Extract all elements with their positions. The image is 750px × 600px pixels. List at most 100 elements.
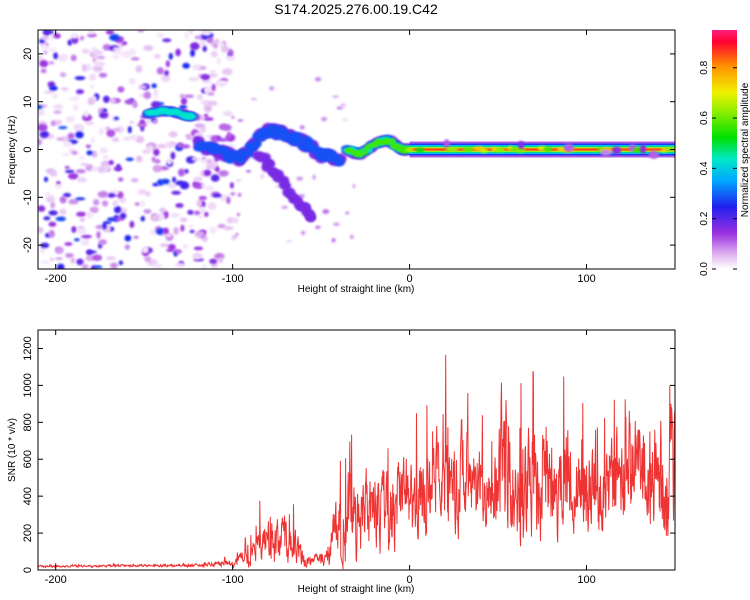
faint-noise-blob xyxy=(245,169,252,173)
noise-field-blob xyxy=(133,235,139,239)
noise-field-blob xyxy=(150,213,160,222)
colorbar-tick-label: 0.6 xyxy=(699,111,710,125)
noise-field-blob xyxy=(71,151,78,155)
noise-field-blob xyxy=(143,45,154,51)
spectrogram-y-tick-label: 10 xyxy=(22,96,34,108)
noise-field-blob xyxy=(98,72,108,78)
faint-noise-blob xyxy=(260,174,265,179)
noise-field-blob xyxy=(192,252,203,260)
snr-y-tick-label: 400 xyxy=(22,487,34,505)
noise-field-blob xyxy=(113,166,123,171)
noise-band-blob xyxy=(226,217,235,224)
noise-field-blob xyxy=(89,73,97,81)
noise-field-blob xyxy=(144,256,152,262)
noise-field-blob xyxy=(160,166,170,171)
main-tone-mark xyxy=(405,147,414,153)
noise-field-blob xyxy=(38,226,44,234)
noise-field-blob xyxy=(50,201,55,209)
noise-field-blob xyxy=(140,215,145,222)
main-tone-halo xyxy=(640,144,647,154)
snr-x-tick-label: 0 xyxy=(407,574,413,586)
main-tone-mark xyxy=(664,146,675,152)
noise-field-blob xyxy=(144,119,151,124)
noise-field-blob xyxy=(177,168,185,177)
noise-field-blob xyxy=(86,249,93,256)
faint-noise-blob xyxy=(235,178,242,183)
noise-band-blob xyxy=(200,115,205,121)
snr-x-tick-label: -200 xyxy=(45,574,67,586)
noise-field-blob xyxy=(151,156,156,163)
noise-field-blob xyxy=(65,253,74,258)
noise-field-blob xyxy=(48,229,55,238)
snr-x-axis-label: Height of straight line (km) xyxy=(298,584,415,595)
spectrogram-heatmap xyxy=(38,30,675,269)
noise-field-blob xyxy=(144,191,151,197)
snr-series-line xyxy=(38,354,675,570)
noise-field-blob xyxy=(93,199,100,206)
noise-field-blob xyxy=(53,110,62,114)
noise-field-blob xyxy=(184,31,189,39)
converging-tone-mark xyxy=(362,150,369,155)
noise-field-blob xyxy=(153,89,159,97)
noise-field-blob xyxy=(156,67,164,75)
noise-field-blob xyxy=(127,126,132,134)
faint-noise-blob xyxy=(331,238,336,243)
colorbar-tick-label: 0.4 xyxy=(699,161,710,175)
faint-noise-blob xyxy=(312,174,316,180)
noise-field-blob xyxy=(87,33,97,38)
noise-field-blob xyxy=(98,165,105,174)
faint-noise-blob xyxy=(332,95,339,98)
noise-band-blob xyxy=(226,196,231,205)
noise-band-blob xyxy=(200,74,210,81)
noise-band-blob xyxy=(202,30,212,36)
noise-field-blob xyxy=(55,216,66,222)
branch-lower-mark xyxy=(306,213,316,223)
faint-noise-blob xyxy=(314,77,322,82)
snr-x-tick-label: 100 xyxy=(577,574,595,586)
noise-band-blob xyxy=(207,202,217,210)
main-tone-mark xyxy=(462,147,474,152)
noise-field-blob xyxy=(87,97,95,106)
main-tone-halo xyxy=(518,140,525,150)
noise-field-blob xyxy=(112,201,117,207)
noise-band-blob xyxy=(203,86,212,95)
noise-band-blob xyxy=(217,223,226,229)
noise-band-blob xyxy=(210,70,216,74)
noise-field-blob xyxy=(108,160,114,166)
noise-field-blob xyxy=(81,48,90,54)
noise-band-blob xyxy=(218,138,228,142)
noise-field-blob xyxy=(132,100,138,109)
noise-band-blob xyxy=(188,76,200,82)
noise-field-blob xyxy=(112,47,122,51)
noise-band-blob xyxy=(212,193,222,198)
noise-field-blob xyxy=(48,61,55,65)
faint-noise-blob xyxy=(231,237,236,241)
noise-band-blob xyxy=(228,49,234,57)
noise-field-blob xyxy=(181,144,191,149)
noise-field-blob xyxy=(189,42,200,50)
noise-band-blob xyxy=(222,110,234,117)
noise-field-blob xyxy=(85,121,94,126)
noise-field-blob xyxy=(168,243,176,251)
noise-band-blob xyxy=(208,73,218,78)
noise-field-blob xyxy=(49,171,58,177)
noise-field-blob xyxy=(39,60,49,68)
noise-field-blob xyxy=(64,242,73,246)
noise-field-blob xyxy=(64,169,75,174)
noise-band-blob xyxy=(219,42,226,48)
snr-y-tick-label: 600 xyxy=(22,450,34,468)
noise-field-blob xyxy=(79,155,85,160)
faint-noise-blob xyxy=(231,116,235,119)
noise-field-blob xyxy=(45,195,55,203)
noise-field-blob xyxy=(188,224,194,228)
noise-field-blob xyxy=(77,176,87,183)
noise-field-blob xyxy=(43,90,55,94)
noise-field-blob xyxy=(164,70,169,76)
noise-band-blob xyxy=(201,183,206,188)
noise-field-blob xyxy=(94,61,106,67)
main-tone-mark xyxy=(415,148,425,153)
noise-field-blob xyxy=(105,126,110,130)
spectrogram-x-tick-label: 0 xyxy=(407,273,413,285)
